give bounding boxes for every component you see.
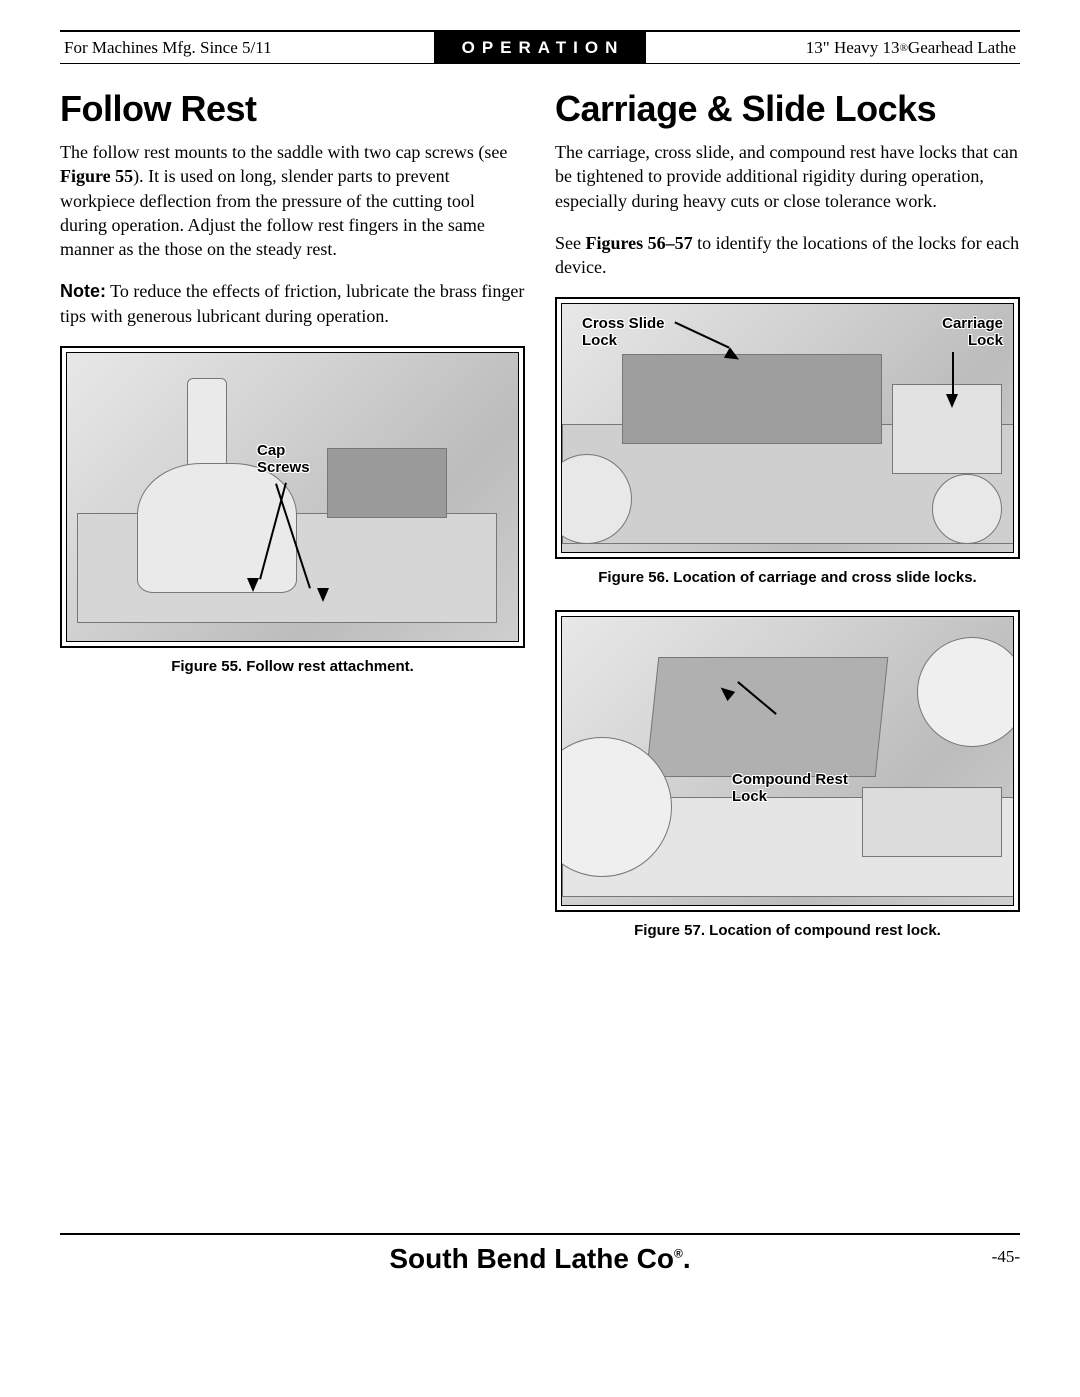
para2-text-a: See (555, 233, 586, 253)
footer-brand: South Bend Lathe Co®. (389, 1243, 690, 1275)
note-body: To reduce the effects of friction, lubri… (60, 281, 524, 325)
page-footer: South Bend Lathe Co®. -45- (60, 1233, 1020, 1275)
right-column: Carriage & Slide Locks The carriage, cro… (555, 88, 1020, 963)
callout-cross-slide-b: Lock (582, 332, 617, 349)
callout-compound-b: Lock (732, 788, 767, 805)
page-header: For Machines Mfg. Since 5/11 OPERATION 1… (60, 30, 1020, 64)
para1-text-a: The follow rest mounts to the saddle wit… (60, 142, 507, 162)
header-left-text: For Machines Mfg. Since 5/11 (60, 32, 434, 63)
follow-rest-heading: Follow Rest (60, 88, 525, 130)
follow-rest-note: Note: To reduce the effects of friction,… (60, 279, 525, 328)
footer-brand-text: South Bend Lathe Co®. (389, 1243, 690, 1274)
registered-icon: ® (900, 42, 908, 54)
figure-55-box: Cap Screws (60, 346, 525, 648)
figure-56-image: Cross Slide Lock Carriage Lock (561, 303, 1014, 553)
callout-cross-slide-a: Cross Slide (582, 315, 665, 332)
callout-cap: Cap (257, 442, 285, 459)
callout-carriage-b: Lock (968, 332, 1003, 349)
carriage-locks-paragraph-1: The carriage, cross slide, and compound … (555, 140, 1020, 213)
figures-56-57-reference: Figures 56–57 (586, 233, 693, 253)
figure-55-reference: Figure 55 (60, 166, 133, 186)
left-column: Follow Rest The follow rest mounts to th… (60, 88, 525, 963)
figure-56-caption: Figure 56. Location of carriage and cros… (555, 569, 1020, 586)
content-columns: Follow Rest The follow rest mounts to th… (60, 88, 1020, 963)
callout-carriage-a: Carriage (942, 315, 1003, 332)
figure-56-callout-carriage: Carriage Lock (942, 316, 1003, 349)
callout-compound-a: Compound Rest (732, 771, 848, 788)
carriage-locks-heading: Carriage & Slide Locks (555, 88, 1020, 130)
figure-57-box: Compound Rest Lock (555, 610, 1020, 912)
figure-55-image: Cap Screws (66, 352, 519, 642)
callout-screws: Screws (257, 459, 310, 476)
carriage-locks-paragraph-2: See Figures 56–57 to identify the locati… (555, 231, 1020, 280)
header-right-prefix: 13" Heavy 13 (806, 38, 900, 58)
header-right-suffix: Gearhead Lathe (908, 38, 1016, 58)
footer-page-number: -45- (992, 1247, 1020, 1267)
figure-55-caption: Figure 55. Follow rest attachment. (60, 658, 525, 675)
figure-57-callout: Compound Rest Lock (732, 772, 848, 805)
header-right-text: 13" Heavy 13® Gearhead Lathe (646, 32, 1020, 63)
header-section-label: OPERATION (434, 32, 647, 63)
note-label: Note: (60, 281, 106, 301)
figure-55-callout: Cap Screws (257, 443, 310, 476)
figure-57-image: Compound Rest Lock (561, 616, 1014, 906)
figure-57-caption: Figure 57. Location of compound rest loc… (555, 922, 1020, 939)
figure-56-callout-cross-slide: Cross Slide Lock (582, 316, 665, 349)
figure-56-box: Cross Slide Lock Carriage Lock (555, 297, 1020, 559)
follow-rest-paragraph-1: The follow rest mounts to the saddle wit… (60, 140, 525, 261)
